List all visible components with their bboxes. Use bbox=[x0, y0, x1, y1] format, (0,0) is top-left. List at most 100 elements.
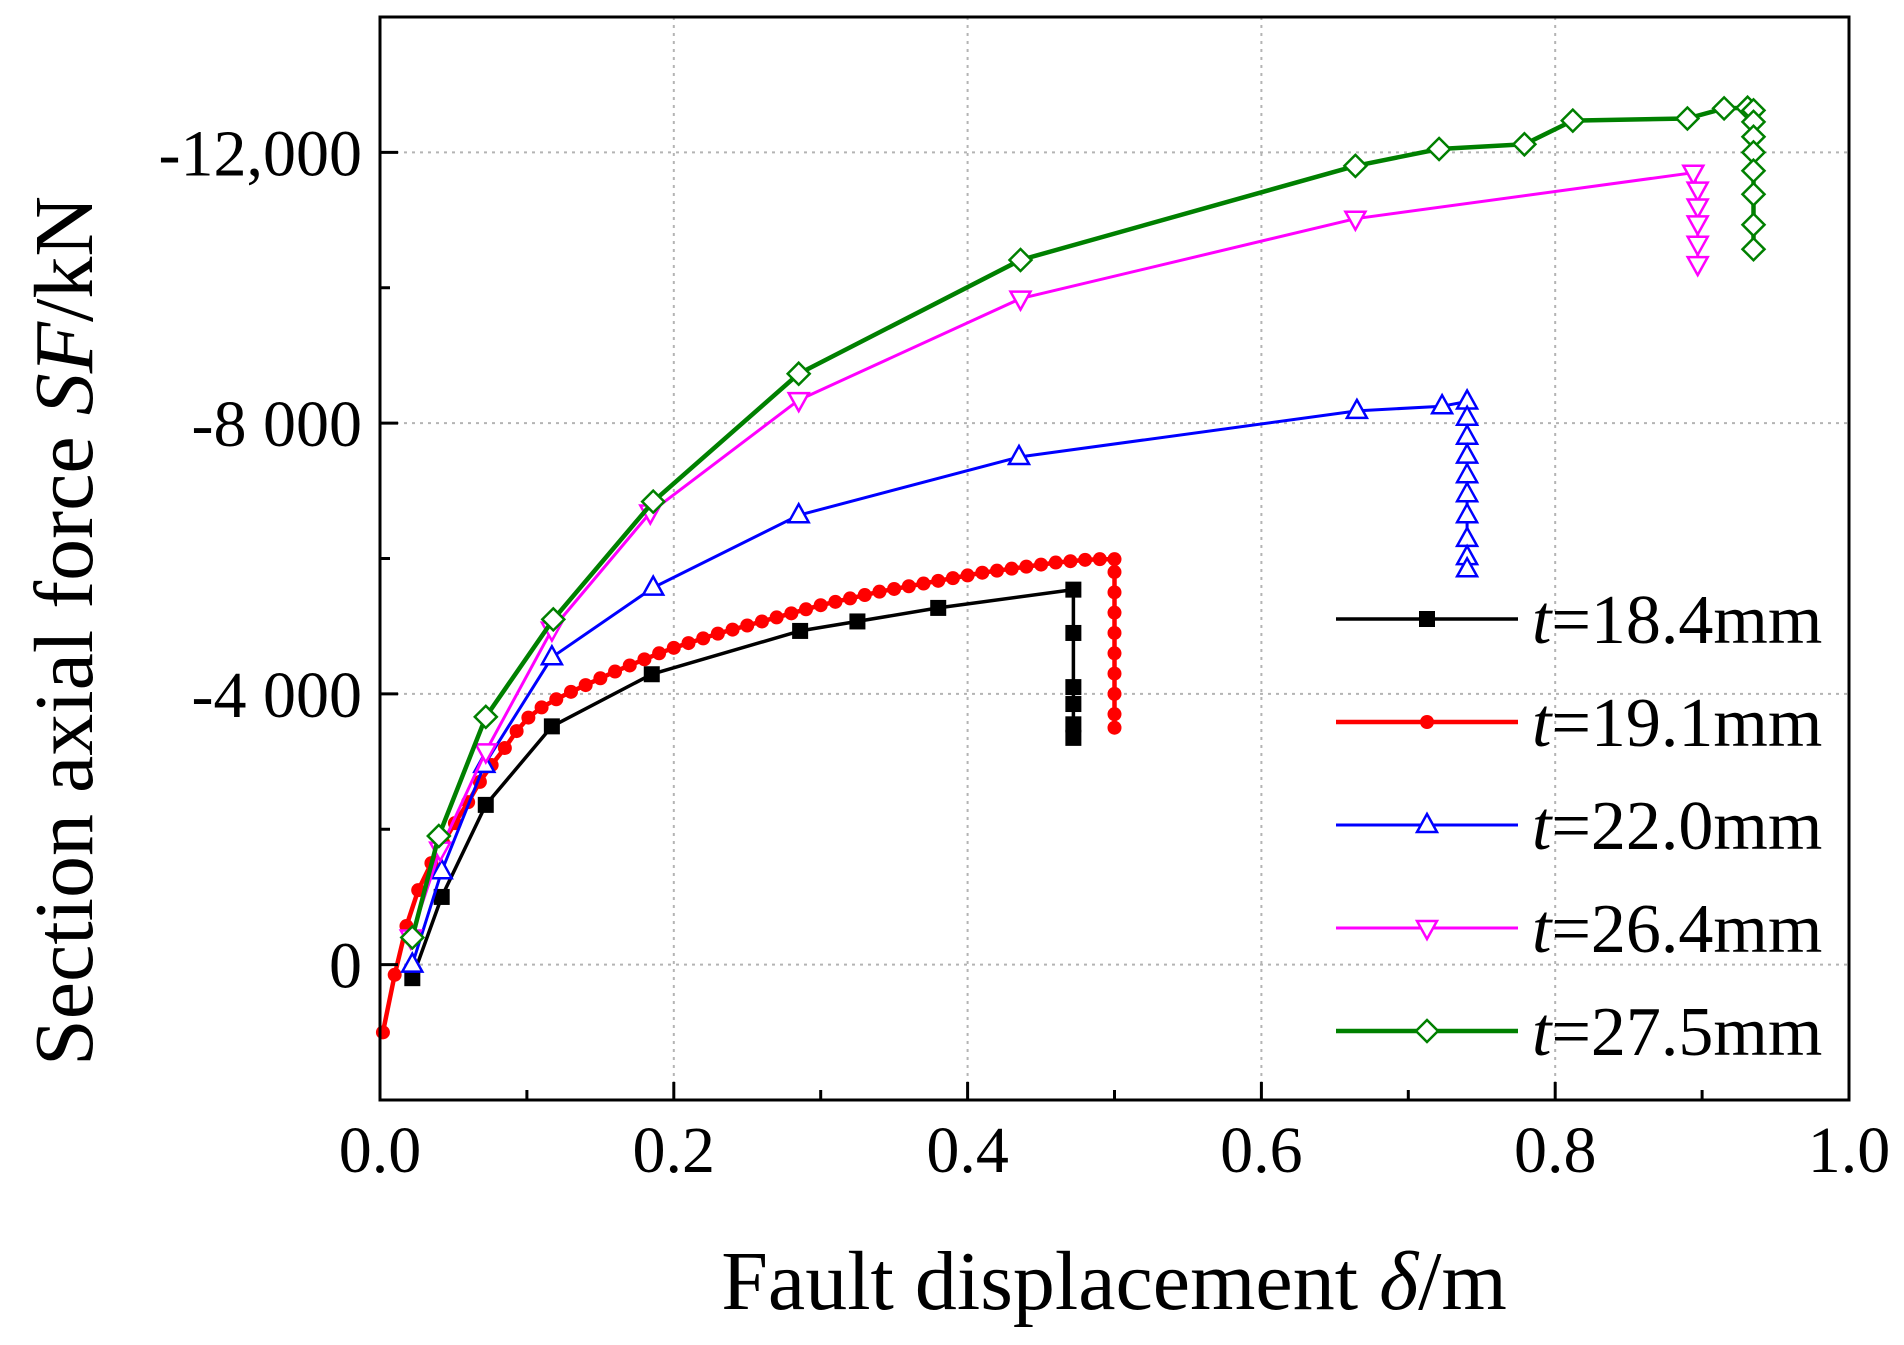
data-point bbox=[1004, 561, 1019, 576]
data-point bbox=[1107, 707, 1122, 722]
data-point bbox=[681, 636, 696, 651]
data-point bbox=[433, 888, 450, 905]
data-point bbox=[696, 631, 711, 646]
legend-entry: t=18.4mm bbox=[1336, 582, 1822, 659]
data-point bbox=[931, 573, 946, 588]
data-point bbox=[1711, 95, 1737, 122]
text-segment: =26.4mm bbox=[1551, 891, 1822, 968]
data-point bbox=[429, 857, 454, 880]
text-segment: SF bbox=[18, 320, 111, 415]
legend-entry: t=19.1mm bbox=[1336, 685, 1822, 762]
legend-entry: t=27.5mm bbox=[1336, 994, 1822, 1071]
text-segment: t bbox=[1532, 685, 1553, 762]
data-point bbox=[1740, 181, 1767, 208]
data-point bbox=[473, 743, 498, 765]
data-point bbox=[543, 718, 560, 735]
data-point bbox=[641, 574, 666, 596]
data-point bbox=[1034, 557, 1049, 572]
data-point bbox=[399, 924, 426, 951]
y-tick-label: -12,000 bbox=[159, 117, 362, 190]
text-segment: Section axial force bbox=[18, 415, 111, 1066]
data-point bbox=[549, 692, 564, 707]
data-point bbox=[1065, 729, 1082, 746]
data-point bbox=[1681, 164, 1706, 187]
data-point bbox=[1426, 136, 1452, 162]
data-point bbox=[1107, 585, 1122, 600]
data-point bbox=[563, 684, 578, 699]
data-point bbox=[1343, 210, 1368, 233]
legend-marker bbox=[1414, 811, 1440, 834]
data-point bbox=[725, 622, 740, 637]
text-segment: =18.4mm bbox=[1551, 582, 1822, 659]
data-point bbox=[1078, 552, 1093, 567]
y-tick-label: -8 000 bbox=[192, 388, 362, 461]
data-point bbox=[960, 568, 975, 583]
data-point bbox=[637, 652, 652, 667]
data-point bbox=[1685, 181, 1710, 204]
data-point bbox=[1107, 605, 1122, 620]
data-point bbox=[784, 606, 799, 621]
data-point bbox=[473, 704, 499, 730]
data-point bbox=[404, 970, 421, 987]
data-point bbox=[643, 666, 660, 683]
data-point bbox=[539, 643, 565, 666]
data-point bbox=[930, 599, 947, 616]
data-point bbox=[608, 664, 623, 679]
legend-label: t=22.0mm bbox=[1532, 788, 1822, 865]
data-point bbox=[1065, 581, 1082, 598]
data-point bbox=[1065, 679, 1082, 696]
data-point bbox=[578, 678, 593, 693]
data-point bbox=[1107, 720, 1122, 735]
data-point bbox=[1740, 236, 1767, 262]
text-segment: t bbox=[1532, 891, 1553, 968]
data-point bbox=[622, 658, 637, 673]
data-point bbox=[1454, 480, 1480, 503]
data-point bbox=[1674, 105, 1701, 132]
legend-marker bbox=[1419, 611, 1435, 627]
data-point bbox=[872, 584, 887, 599]
text-segment: t bbox=[1532, 582, 1553, 659]
legend-marker bbox=[1414, 1018, 1440, 1044]
plot-area-frame bbox=[378, 15, 1851, 1102]
data-point bbox=[1560, 107, 1586, 134]
data-point bbox=[509, 724, 524, 739]
text-segment: =27.5mm bbox=[1551, 994, 1822, 1071]
data-point bbox=[1008, 290, 1033, 313]
data-point bbox=[1063, 554, 1078, 569]
data-point bbox=[521, 710, 536, 725]
data-point bbox=[1107, 646, 1122, 661]
data-point bbox=[1107, 686, 1122, 701]
x-tick-label: 0.6 bbox=[1220, 1114, 1303, 1187]
data-point bbox=[1342, 153, 1369, 179]
data-point bbox=[534, 700, 549, 715]
series-1 bbox=[404, 581, 1082, 987]
x-axis-title: Fault displacement δ/m bbox=[721, 1235, 1507, 1328]
x-tick-label: 0.4 bbox=[926, 1114, 1009, 1187]
data-point bbox=[1007, 247, 1034, 273]
y-axis-title: Section axial force SF/kN bbox=[18, 196, 111, 1066]
data-point bbox=[792, 622, 809, 639]
data-point bbox=[849, 613, 866, 630]
text-segment: /m bbox=[1418, 1235, 1507, 1328]
legend-label: t=26.4mm bbox=[1532, 891, 1822, 968]
data-point bbox=[1107, 625, 1122, 640]
legend-label: t=27.5mm bbox=[1532, 994, 1822, 1071]
data-point bbox=[1107, 552, 1122, 567]
legend-entry: t=22.0mm bbox=[1336, 788, 1822, 865]
legend-entry: t=26.4mm bbox=[1336, 891, 1822, 968]
text-segment: t bbox=[1532, 994, 1553, 1071]
data-point bbox=[1065, 696, 1082, 713]
data-point bbox=[652, 646, 667, 661]
data-point bbox=[813, 598, 828, 613]
text-segment: /kN bbox=[18, 196, 111, 322]
data-point bbox=[1092, 552, 1107, 567]
data-point bbox=[901, 579, 916, 594]
data-point bbox=[1454, 555, 1480, 578]
text-segment: Fault displacement bbox=[721, 1235, 1379, 1328]
data-point bbox=[477, 796, 494, 813]
data-point bbox=[799, 602, 814, 617]
data-point bbox=[1344, 397, 1370, 420]
